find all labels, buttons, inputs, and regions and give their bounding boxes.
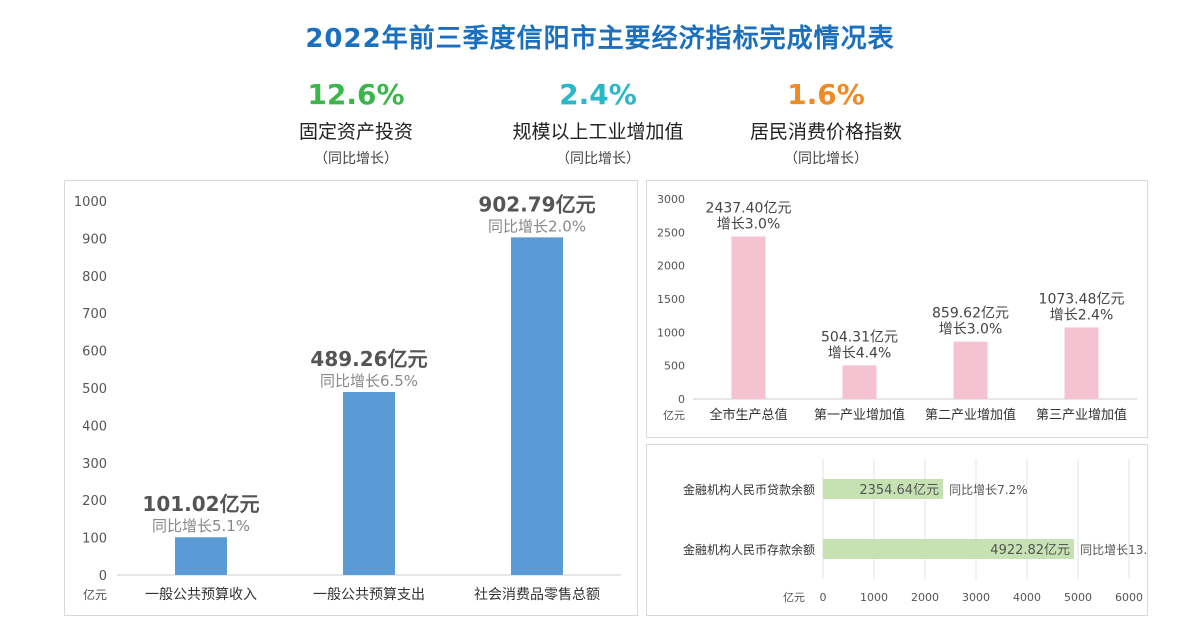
bar	[823, 539, 1075, 559]
bar	[731, 236, 766, 399]
growth-label: 增长3.0%	[939, 322, 1003, 338]
category-label: 第三产业增加值	[1036, 407, 1127, 423]
value-label: 2354.64亿元	[859, 483, 939, 498]
y-tick-label: 1500	[657, 293, 685, 306]
value-label: 489.26亿元	[310, 347, 427, 371]
bar	[953, 341, 988, 399]
value-label: 2437.40亿元	[706, 201, 792, 217]
y-tick-label: 1000	[74, 195, 107, 210]
kpi-label: 规模以上工业增加值	[512, 121, 684, 143]
kpi-label: 居民消费价格指数	[749, 121, 902, 143]
value-label: 4922.82亿元	[990, 543, 1070, 558]
y-tick-label: 900	[82, 232, 107, 247]
y-tick-label: 2500	[657, 226, 685, 239]
growth-label: 增长3.0%	[717, 217, 781, 233]
growth-label: 同比增长7.2%	[949, 483, 1028, 497]
value-label: 859.62亿元	[932, 306, 1009, 322]
y-tick-label: 0	[99, 569, 107, 584]
y-tick-label: 200	[82, 494, 107, 509]
x-tick-label: 2000	[911, 591, 939, 604]
bar	[823, 479, 944, 499]
value-label: 902.79亿元	[478, 192, 595, 216]
y-tick-label: 800	[82, 270, 107, 285]
category-label: 全市生产总值	[709, 407, 787, 423]
x-tick-label: 6000	[1115, 591, 1143, 604]
x-tick-label: 4000	[1013, 591, 1041, 604]
growth-label: 增长4.4%	[828, 345, 892, 361]
unit-label: 亿元	[783, 591, 805, 604]
y-tick-label: 600	[82, 345, 107, 360]
kpi-fixed-asset: 12.6% 固定资产投资 （同比增长）	[226, 78, 486, 168]
kpi-label: 固定资产投资	[298, 121, 413, 143]
y-tick-label: 2000	[657, 260, 685, 273]
growth-label: 同比增长13.2%	[1080, 543, 1147, 557]
unit-label: 亿元	[83, 587, 107, 602]
category-label: 一般公共预算收入	[145, 587, 257, 603]
y-tick-label: 400	[82, 419, 107, 434]
fiscal-bar-chart: 0 100 200 300 400 500 600 700 800 900 1000 亿元 101.02…	[74, 192, 621, 603]
x-tick-label: 1000	[860, 591, 888, 604]
bar	[175, 537, 227, 575]
fiscal-chart-panel: 0 100 200 300 400 500 600 700 800 900 1000 亿元 101.02…	[64, 180, 638, 616]
value-label: 1073.48亿元	[1039, 291, 1125, 307]
kpi-value: 2.4%	[559, 78, 637, 111]
category-label: 第二产业增加值	[925, 407, 1016, 423]
growth-label: 同比增长6.5%	[320, 372, 418, 390]
kpi-value: 1.6%	[787, 78, 865, 111]
bar	[343, 392, 395, 575]
bar	[1064, 327, 1099, 399]
kpi-value: 12.6%	[307, 78, 405, 111]
category-label: 第一产业增加值	[814, 407, 905, 423]
value-label: 101.02亿元	[142, 492, 259, 516]
category-label: 金融机构人民币存款余额	[683, 542, 815, 557]
x-tick-label: 0	[820, 591, 827, 604]
y-tick-label: 500	[82, 382, 107, 397]
y-tick-label: 100	[82, 532, 107, 547]
y-tick-label: 700	[82, 307, 107, 322]
page-title: 2022年前三季度信阳市主要经济指标完成情况表	[305, 24, 895, 54]
y-tick-label: 3000	[657, 193, 685, 206]
growth-label: 增长2.4%	[1050, 307, 1114, 323]
unit-label: 亿元	[663, 409, 685, 422]
bar	[842, 365, 877, 399]
kpi-sub: （同比增长）	[784, 151, 868, 167]
gdp-bar-chart: 050010001500200025003000亿元2437.40亿元增长3.0…	[657, 193, 1137, 423]
category-label: 一般公共预算支出	[313, 587, 425, 603]
growth-label: 同比增长5.1%	[152, 517, 250, 535]
finance-chart-panel: 0 1000 2000 3000 4000 5000 6000 亿元 2354.64亿元 同比增长…	[646, 444, 1166, 616]
gdp-chart-panel: 0 500 1000 1500 2000 2500 3000 亿元 2437.40亿元 增长3.0…	[646, 180, 1148, 438]
category-label: 金融机构人民币贷款余额	[683, 482, 815, 497]
kpi-industrial: 2.4% 规模以上工业增加值 （同比增长）	[468, 78, 728, 168]
kpi-cpi: 1.6% 居民消费价格指数 （同比增长）	[696, 78, 956, 168]
growth-label: 同比增长2.0%	[488, 217, 586, 235]
category-label: 社会消费品零售总额	[474, 587, 600, 603]
y-tick-label: 300	[82, 457, 107, 472]
value-label: 504.31亿元	[821, 329, 898, 345]
y-tick-label: 0	[678, 393, 685, 406]
x-tick-label: 5000	[1064, 591, 1092, 604]
y-tick-label: 500	[664, 360, 685, 373]
bar	[511, 237, 563, 575]
kpi-sub: （同比增长）	[314, 151, 398, 167]
y-tick-label: 1000	[657, 326, 685, 339]
x-tick-label: 3000	[962, 591, 990, 604]
kpi-sub: （同比增长）	[556, 151, 640, 167]
